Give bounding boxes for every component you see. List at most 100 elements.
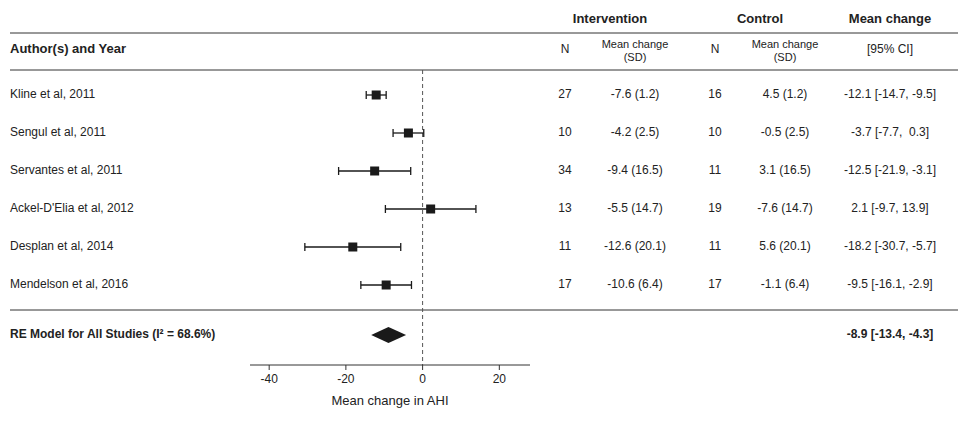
table-cell: 10 [708, 125, 722, 139]
ci-text: -3.7 [-7.7, 0.3] [851, 125, 929, 139]
table-value: -5.5 [607, 201, 628, 215]
subheader-line: Mean change [752, 38, 819, 50]
table-punct: ) [659, 201, 663, 215]
table-value: -9.4 [607, 163, 628, 177]
table-value: -4.2 [611, 125, 632, 139]
estimate-square [382, 281, 391, 290]
table-value: -10.6 [607, 277, 635, 291]
table-cell: 5.6 (20.1) [759, 239, 810, 253]
x-tick-label: 0 [419, 372, 426, 386]
table-cell: 11 [709, 239, 722, 253]
table-value: -7.6 [611, 87, 632, 101]
rule [10, 70, 958, 71]
table-punct: ( [631, 87, 638, 101]
rule [10, 310, 958, 311]
ci-text: -9.5 [-16.1, -2.9] [847, 277, 932, 291]
estimate-square [348, 243, 357, 252]
table-cell: -4.2 (2.5) [611, 125, 660, 139]
ci-text: -18.2 [-30.7, -5.7] [844, 239, 936, 253]
table-punct: ) [807, 163, 811, 177]
table-punct: ) [807, 239, 811, 253]
table-punct: ( [628, 163, 635, 177]
table-value: 1.2 [639, 87, 656, 101]
subheader: Mean change(SD) [602, 38, 669, 63]
table-cell: 16 [708, 87, 722, 101]
table-cell: 10 [558, 125, 572, 139]
table-cell: 11 [709, 163, 722, 177]
estimate-square [426, 205, 435, 214]
table-punct: ( [779, 87, 786, 101]
subheader-line: Mean change [602, 38, 669, 50]
table-punct: ( [628, 201, 635, 215]
table-punct: ) [659, 277, 663, 291]
table-punct: ( [776, 163, 783, 177]
table-cell: 13 [558, 201, 572, 215]
study-label: Desplan et al, 2014 [10, 239, 114, 253]
reference-line [422, 70, 423, 365]
table-value: 5.6 [759, 239, 776, 253]
x-tick [345, 365, 346, 370]
table-cell: 19 [708, 201, 722, 215]
subheader: N [561, 42, 570, 56]
table-value: 20.1 [639, 239, 663, 253]
ci-cap [411, 281, 412, 289]
ci-cap [338, 167, 339, 175]
ci-text: -12.5 [-21.9, -3.1] [844, 163, 936, 177]
table-value: -0.5 [761, 125, 782, 139]
table-value: 16.5 [783, 163, 807, 177]
table-cell: 17 [558, 277, 572, 291]
ci-cap [366, 91, 367, 99]
ci-text: 2.1 [-9.7, 13.9] [851, 201, 928, 215]
table-value: 6.4 [642, 277, 659, 291]
table-punct: ( [631, 125, 638, 139]
table-value: 2.5 [789, 125, 806, 139]
header: Mean change [849, 11, 931, 26]
table-punct: ) [655, 125, 659, 139]
table-cell: -0.5 (2.5) [761, 125, 810, 139]
x-axis-label: Mean change in AHI [331, 393, 448, 408]
x-tick [499, 365, 500, 370]
subheader: [95% CI] [867, 42, 913, 56]
header: Author(s) and Year [10, 41, 126, 56]
table-cell: -1.1 (6.4) [761, 277, 810, 291]
table-punct: ) [655, 87, 659, 101]
ci-text: -12.1 [-14.7, -9.5] [844, 87, 936, 101]
summary-diamond [371, 327, 406, 343]
table-punct: ( [631, 239, 638, 253]
table-punct: ) [809, 201, 813, 215]
table-punct: ) [662, 239, 666, 253]
table-punct: ( [778, 201, 785, 215]
header: Control [737, 11, 783, 26]
marks [305, 91, 476, 344]
subheader: Mean change(SD) [752, 38, 819, 63]
study-label: Ackel-D'Elia et al, 2012 [10, 201, 134, 215]
ci-cap [400, 243, 401, 251]
x-tick [269, 365, 270, 370]
table-punct: ( [781, 125, 788, 139]
table-value: 6.4 [789, 277, 806, 291]
table-cell: 27 [558, 87, 572, 101]
table-cell: -5.5 (14.7) [607, 201, 662, 215]
table-punct: ) [805, 277, 809, 291]
table-cell: 4.5 (1.2) [763, 87, 808, 101]
table-cell: -12.6 (20.1) [604, 239, 666, 253]
header: Intervention [573, 11, 647, 26]
ci-cap [386, 91, 387, 99]
table-punct: ( [776, 239, 783, 253]
table-value: 20.1 [783, 239, 807, 253]
table-cell: 3.1 (16.5) [759, 163, 810, 177]
table-cell: -7.6 (14.7) [757, 201, 812, 215]
subheader: N [711, 42, 720, 56]
table-punct: ) [803, 87, 807, 101]
ci-cap [385, 205, 386, 213]
table-cell: -9.4 (16.5) [607, 163, 662, 177]
x-tick-label: 20 [493, 372, 507, 386]
table-value: 1.2 [787, 87, 804, 101]
rule [10, 33, 958, 34]
table-cell: -10.6 (6.4) [607, 277, 662, 291]
study-label: Servantes et al, 2011 [10, 163, 123, 177]
study-label: Sengul et al, 2011 [10, 125, 106, 139]
chart: Intervention Control Mean change Author(s) … [0, 0, 968, 434]
estimate-square [372, 91, 381, 100]
table-value: 14.7 [635, 201, 659, 215]
